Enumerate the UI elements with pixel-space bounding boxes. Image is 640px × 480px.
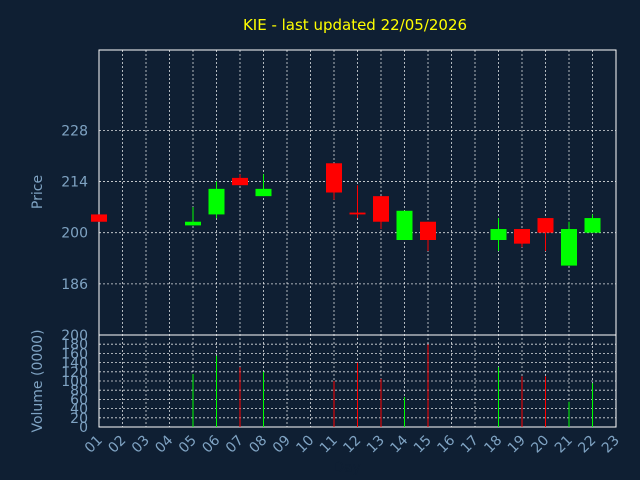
x-tick-label: 04: [152, 432, 176, 456]
candle-body: [208, 188, 225, 215]
candle-body: [373, 196, 389, 222]
candle-body: [537, 218, 554, 233]
candle-body: [420, 221, 436, 240]
candle-body: [349, 212, 366, 215]
x-tick-label: 06: [199, 432, 223, 456]
candle-body: [185, 221, 201, 226]
price-axis-label: Price: [30, 175, 46, 209]
candle-body: [584, 218, 601, 233]
price-tick-label: 214: [61, 175, 88, 191]
axis-layer: 1862002142280204060801001201401601802000…: [61, 123, 623, 456]
x-tick-label: 03: [129, 433, 153, 457]
price-tick-label: 200: [61, 226, 88, 242]
x-tick-label: 10: [293, 433, 317, 457]
volume-tick-label: 140: [61, 356, 88, 372]
candle-body: [255, 188, 272, 197]
x-tick-label: 05: [176, 433, 200, 457]
price-tick-label: 228: [61, 123, 88, 139]
candle-body: [514, 229, 530, 244]
x-tick-label: 21: [552, 433, 576, 457]
x-tick-label: 20: [528, 433, 552, 457]
volume-tick-label: 20: [70, 411, 88, 427]
x-tick-label: 07: [223, 433, 247, 457]
volume-tick-label: 160: [61, 346, 88, 362]
volume-tick-label: 180: [61, 337, 88, 353]
x-tick-label: 19: [505, 433, 529, 457]
volume-tick-label: 0: [79, 420, 88, 436]
candle-body: [232, 177, 248, 186]
candle-body: [490, 229, 507, 240]
candle-body: [561, 229, 577, 266]
volume-tick-label: 80: [70, 383, 88, 399]
x-tick-label: 13: [364, 433, 388, 457]
x-tick-label: 22: [575, 433, 599, 457]
x-tick-label: 16: [434, 432, 458, 456]
volume-layer: [192, 344, 593, 427]
x-tick-label: 12: [340, 433, 364, 457]
volume-tick-label: 40: [70, 402, 88, 418]
candle-layer: [91, 163, 601, 266]
volume-tick-label: 120: [61, 365, 88, 381]
x-tick-label: 17: [458, 433, 482, 457]
x-tick-label: 08: [246, 433, 270, 457]
volume-tick-label: 60: [70, 392, 88, 408]
x-tick-label: 14: [387, 432, 411, 456]
x-tick-label: 18: [481, 433, 505, 457]
x-tick-label: 02: [105, 433, 129, 457]
volume-axis-label: Volume (0000): [30, 329, 46, 432]
x-tick-label: 01: [82, 433, 106, 457]
volume-tick-label: 200: [61, 328, 88, 344]
price-tick-label: 186: [61, 277, 88, 293]
candle-body: [396, 210, 413, 240]
x-axis-label: Day: [333, 460, 361, 476]
volume-tick-label: 100: [61, 374, 88, 390]
x-tick-label: 11: [317, 433, 341, 457]
candle-body: [326, 163, 342, 193]
candle-body: [91, 214, 107, 222]
x-tick-label: 23: [599, 433, 623, 457]
chart-title: KIE - last updated 22/05/2026: [243, 16, 467, 34]
x-tick-label: 15: [411, 433, 435, 457]
x-tick-label: 09: [270, 433, 294, 457]
